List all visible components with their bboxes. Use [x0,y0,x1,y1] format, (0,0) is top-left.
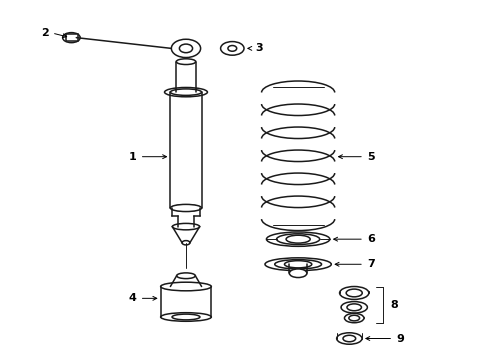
Ellipse shape [340,302,366,313]
Ellipse shape [227,45,236,51]
Text: 9: 9 [396,333,404,343]
Ellipse shape [276,234,319,244]
Text: 2: 2 [41,28,48,38]
Text: 7: 7 [366,259,374,269]
Ellipse shape [164,87,207,97]
Ellipse shape [284,261,311,268]
Ellipse shape [339,287,368,300]
Ellipse shape [220,41,244,55]
Ellipse shape [264,258,330,271]
Ellipse shape [170,89,201,95]
Ellipse shape [346,304,361,311]
Ellipse shape [176,273,195,279]
Ellipse shape [172,224,199,230]
Ellipse shape [346,289,362,297]
Ellipse shape [171,39,200,58]
Ellipse shape [266,232,329,246]
Ellipse shape [172,205,199,211]
Text: 6: 6 [366,234,374,244]
Ellipse shape [170,204,201,212]
Ellipse shape [67,35,75,40]
Text: 1: 1 [128,152,136,162]
Ellipse shape [344,314,363,323]
Ellipse shape [179,44,192,53]
Bar [65,34,78,41]
Ellipse shape [182,240,189,245]
Text: 3: 3 [255,44,263,53]
Ellipse shape [160,282,211,291]
Text: 8: 8 [390,300,398,310]
Text: 4: 4 [128,293,136,303]
Ellipse shape [176,59,195,64]
Ellipse shape [342,335,355,342]
Ellipse shape [348,315,359,321]
Ellipse shape [336,333,361,344]
Ellipse shape [62,33,80,42]
Ellipse shape [172,314,200,320]
Text: 5: 5 [366,152,374,162]
Ellipse shape [274,260,321,269]
Ellipse shape [289,269,306,278]
Ellipse shape [285,235,309,243]
Ellipse shape [160,313,211,321]
